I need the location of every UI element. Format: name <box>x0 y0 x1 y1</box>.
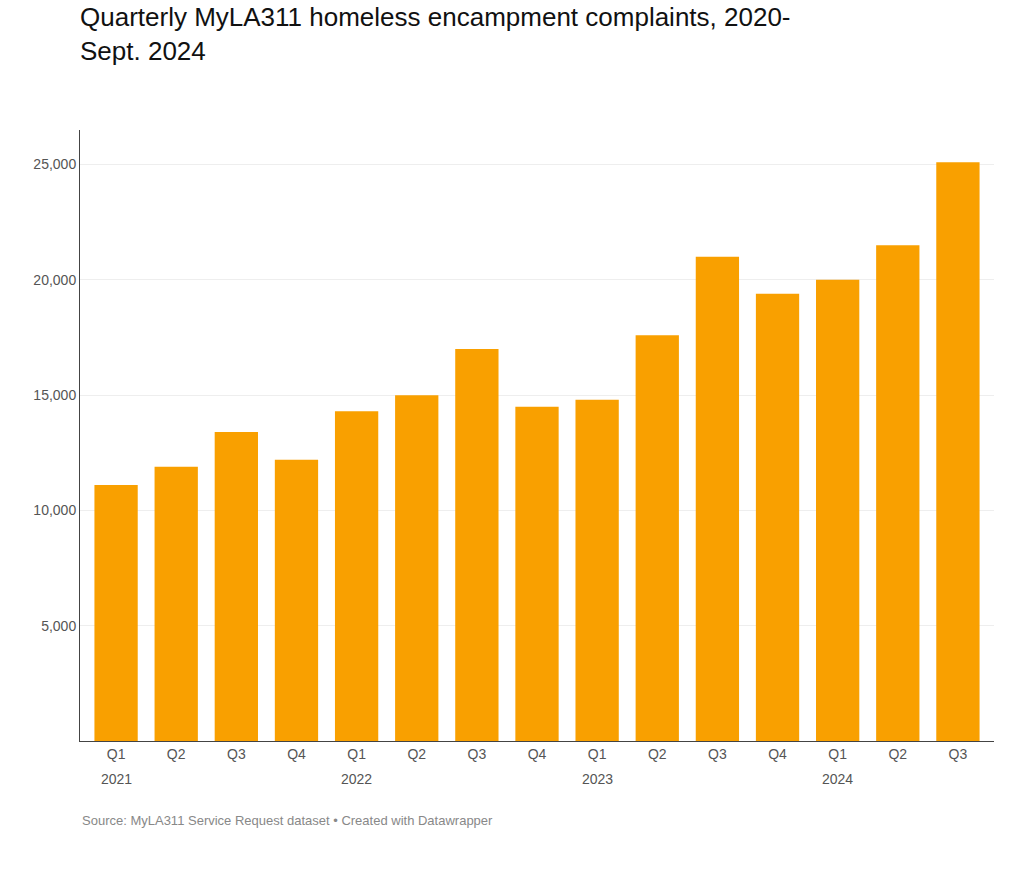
svg-text:Q2: Q2 <box>888 746 907 762</box>
svg-text:Source: MyLA311 Service Reques: Source: MyLA311 Service Request dataset … <box>82 813 493 828</box>
svg-text:2024: 2024 <box>822 771 853 787</box>
svg-text:10,000: 10,000 <box>33 502 76 518</box>
svg-text:Q2: Q2 <box>648 746 667 762</box>
svg-text:Q2: Q2 <box>167 746 186 762</box>
svg-text:Q1: Q1 <box>828 746 847 762</box>
svg-text:2021: 2021 <box>101 771 132 787</box>
svg-text:Q3: Q3 <box>468 746 487 762</box>
svg-text:2023: 2023 <box>582 771 613 787</box>
svg-text:Q1: Q1 <box>588 746 607 762</box>
svg-text:Quarterly MyLA311 homeless enc: Quarterly MyLA311 homeless encampment co… <box>80 2 791 66</box>
svg-text:Q3: Q3 <box>708 746 727 762</box>
svg-text:Q4: Q4 <box>287 746 306 762</box>
svg-text:20,000: 20,000 <box>33 272 76 288</box>
svg-text:Q1: Q1 <box>107 746 126 762</box>
svg-text:Q1: Q1 <box>347 746 366 762</box>
svg-text:2022: 2022 <box>341 771 372 787</box>
svg-text:15,000: 15,000 <box>33 387 76 403</box>
svg-text:25,000: 25,000 <box>33 156 76 172</box>
svg-text:Q3: Q3 <box>949 746 968 762</box>
svg-text:5,000: 5,000 <box>41 618 76 634</box>
svg-text:Q3: Q3 <box>227 746 246 762</box>
svg-text:Q4: Q4 <box>528 746 547 762</box>
svg-text:Q4: Q4 <box>768 746 787 762</box>
svg-text:Q2: Q2 <box>407 746 426 762</box>
